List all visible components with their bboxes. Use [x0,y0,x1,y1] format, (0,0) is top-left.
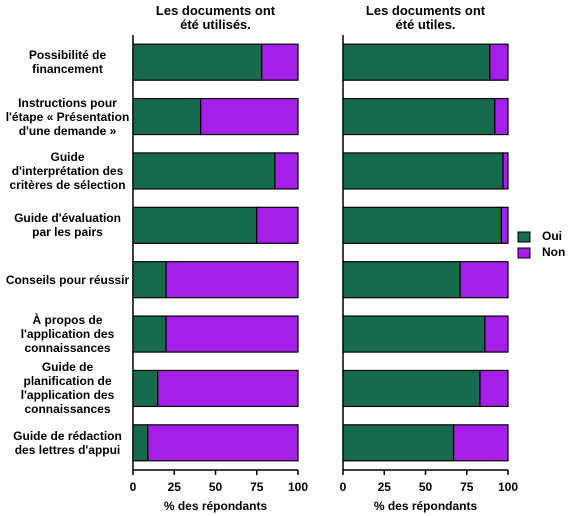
legend-label: Oui [542,229,562,243]
bar-segment [132,315,167,353]
x-axis-label: % des répondants [374,499,478,513]
bar-segment [342,97,496,136]
category-label: Guide de planification de l'application … [20,360,115,417]
x-tick-label: 50 [209,480,223,494]
bar-segment [274,152,299,190]
bar-segment [200,97,299,136]
bar-segment [132,261,167,299]
x-tick-label: 75 [250,480,264,494]
x-tick-label: 100 [288,480,308,494]
bar-segment [452,424,509,462]
bar-segment [484,315,509,353]
bar-segment [342,152,504,190]
category-label: Instructions pour l'étape « Présentation… [5,95,130,138]
x-tick-label: 0 [130,480,137,494]
x-axis-label: % des répondants [164,499,268,513]
legend-swatch [517,247,531,259]
bar-segment [132,424,149,462]
bar-segment [500,206,509,244]
bar-segment [132,43,263,81]
category-label: Possibilité de financement [28,48,107,77]
category-label: Guide d'évaluation par les pairs [14,211,121,240]
bar-segment [479,369,509,408]
category-label: Conseils pour réussir [5,272,130,287]
bar-segment [342,369,481,408]
x-tick-label: 100 [498,480,518,494]
bar-segment [132,97,202,136]
bar-segment [261,43,299,81]
x-tick-label: 25 [168,480,182,494]
x-tick-label: 75 [460,480,474,494]
x-tick-label: 25 [378,480,392,494]
x-tick-label: 50 [419,480,433,494]
bar-segment [502,152,509,190]
bar-segment [147,424,299,462]
bar-segment [132,206,258,244]
bar-segment [342,43,491,81]
panel-title: Les documents ont été utiles. [365,3,486,32]
legend-swatch [517,231,531,243]
bar-segment [342,424,455,462]
bar-segment [342,206,502,244]
category-label: À propos de l'application des connaissan… [20,313,115,356]
bar-segment [489,43,509,81]
x-tick-label: 0 [340,480,347,494]
bar-segment [342,261,461,299]
bar-segment [494,97,509,136]
bar-segment [459,261,509,299]
bar-segment [342,315,486,353]
legend-label: Non [542,245,565,259]
category-label: Guide de rédaction des lettres d'appui [13,428,122,457]
bar-segment [132,152,276,190]
bar-segment [256,206,299,244]
bar-segment [132,369,159,408]
bar-segment [165,315,299,353]
panel-title: Les documents ont été utilisés. [155,3,276,32]
bar-segment [165,261,299,299]
category-label: Guide d'interprétation des critères de s… [9,149,126,192]
bar-segment [157,369,299,408]
